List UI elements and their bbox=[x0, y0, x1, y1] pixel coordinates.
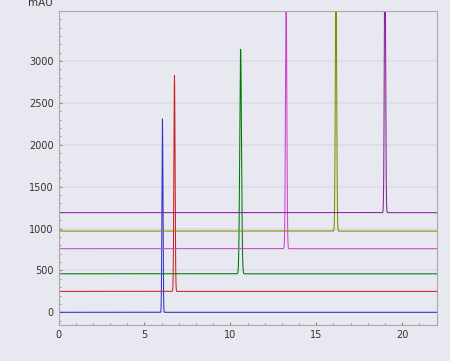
Text: mAU: mAU bbox=[28, 0, 53, 8]
